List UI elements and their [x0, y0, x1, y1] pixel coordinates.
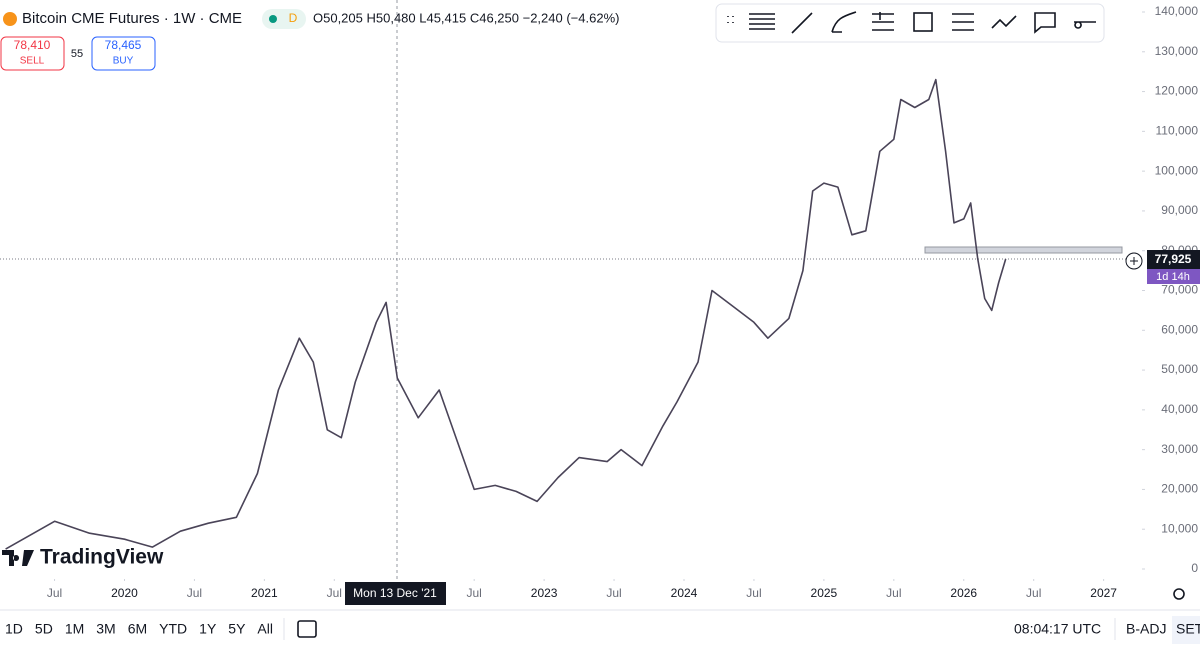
- set-bg: [1172, 616, 1200, 644]
- y-tick-label: 10,000: [1161, 521, 1198, 535]
- y-tick-label: 20,000: [1161, 482, 1198, 496]
- x-tick-label: Jul: [467, 586, 482, 600]
- date-range-icon[interactable]: [297, 620, 317, 638]
- countdown-tag: [1147, 269, 1200, 284]
- drawn-zone[interactable]: [924, 246, 1123, 254]
- drawing-toolbar: [715, 3, 1105, 43]
- y-tick-label: 110,000: [1156, 124, 1199, 138]
- plot: 0 10,000 20,000 30,000 40,000 50,000 60,000 70,…: [5, 4, 1199, 600]
- sell-label: SELL: [20, 56, 45, 67]
- y-tick-label: 100,000: [1155, 163, 1199, 177]
- logo: [2, 550, 34, 566]
- x-tick-label: 2024: [671, 586, 698, 600]
- sell-price: 78,410: [14, 38, 51, 52]
- adj-button[interactable]: B-ADJ: [1126, 621, 1166, 637]
- tool-note[interactable]: [1034, 12, 1056, 34]
- price-tag: [1147, 250, 1200, 269]
- tool-pattern[interactable]: [991, 15, 1017, 29]
- tool-brush[interactable]: [831, 11, 857, 33]
- symbol-icon: [3, 12, 17, 26]
- price-line-series: [5, 78, 1007, 550]
- range-button[interactable]: 1M: [65, 621, 84, 637]
- set-button[interactable]: SET: [1176, 621, 1200, 637]
- sell-button[interactable]: [0, 36, 65, 71]
- y-tick-label: 0: [1191, 561, 1198, 575]
- status-dot: [269, 15, 277, 23]
- spread: 55: [71, 48, 83, 60]
- symbol[interactable]: Bitcoin CME Futures · 1W · CME: [22, 10, 242, 27]
- x-tick-label: Jul: [187, 586, 202, 600]
- buy-label: BUY: [113, 56, 134, 67]
- range-button[interactable]: 1D: [5, 621, 23, 637]
- x-tick-label: 2020: [111, 586, 138, 600]
- tool-schiff[interactable]: [952, 13, 974, 31]
- y-tick-label: 30,000: [1161, 442, 1198, 456]
- range-button[interactable]: YTD: [159, 621, 187, 637]
- buy-button[interactable]: [91, 36, 156, 71]
- range-button[interactable]: 1Y: [199, 621, 217, 637]
- y-tick-label: 90,000: [1161, 203, 1198, 217]
- x-tick-label: Jul: [886, 586, 901, 600]
- y-tick-label: 140,000: [1155, 4, 1199, 18]
- status-pill: [262, 9, 306, 29]
- plus-icon: [1130, 257, 1138, 265]
- countdown: 1d 14h: [1156, 271, 1190, 283]
- x-tick-label: Jul: [47, 586, 62, 600]
- x-tick-label: Jul: [746, 586, 761, 600]
- ohlc: O50,205 H50,480 L45,415 C46,250 −2,240 (…: [313, 10, 619, 25]
- range-button[interactable]: 5Y: [228, 621, 246, 637]
- y-tick-label: 120,000: [1155, 84, 1199, 98]
- tool-fib[interactable]: [872, 12, 894, 31]
- y-tick-label: 70,000: [1161, 283, 1198, 297]
- buy-price: 78,465: [105, 38, 142, 52]
- y-tick-label: 40,000: [1161, 402, 1198, 416]
- range-button[interactable]: 3M: [96, 621, 115, 637]
- x-tick-label: 2025: [811, 586, 838, 600]
- grip[interactable]: [727, 16, 734, 23]
- range-button[interactable]: 6M: [128, 621, 147, 637]
- y-tick-label: 130,000: [1155, 44, 1199, 58]
- tool-rect[interactable]: [913, 12, 933, 32]
- range-button[interactable]: 5D: [35, 621, 53, 637]
- tool-lines[interactable]: [749, 13, 775, 30]
- x-tick-label: 2021: [251, 586, 278, 600]
- settings-icon[interactable]: [1173, 588, 1185, 600]
- watermark: TradingView: [40, 546, 164, 569]
- drawing-tools[interactable]: [727, 11, 1096, 34]
- tool-trend[interactable]: [791, 12, 813, 34]
- x-tick-label: 2023: [531, 586, 558, 600]
- crosshair-date-box: [345, 582, 446, 605]
- clock: 08:04:17 UTC: [1014, 621, 1101, 637]
- x-tick-label: Jul: [327, 586, 342, 600]
- badge: D: [289, 11, 298, 25]
- range-button[interactable]: All: [257, 621, 273, 637]
- y-tick-label: 50,000: [1161, 362, 1198, 376]
- tool-hline[interactable]: [1074, 21, 1096, 29]
- x-tick-label: 2027: [1090, 586, 1117, 600]
- y-tick-label: 60,000: [1161, 322, 1198, 336]
- range-buttons: 1D 5D 1M 3M 6M YTD 1Y 5Y All: [5, 621, 273, 637]
- x-tick-label: Jul: [1026, 586, 1041, 600]
- x-tick-label: Jul: [606, 586, 621, 600]
- x-tick-label: 2026: [950, 586, 977, 600]
- crosshair-date: Mon 13 Dec '21: [353, 586, 437, 600]
- last-price: 77,925: [1155, 252, 1192, 266]
